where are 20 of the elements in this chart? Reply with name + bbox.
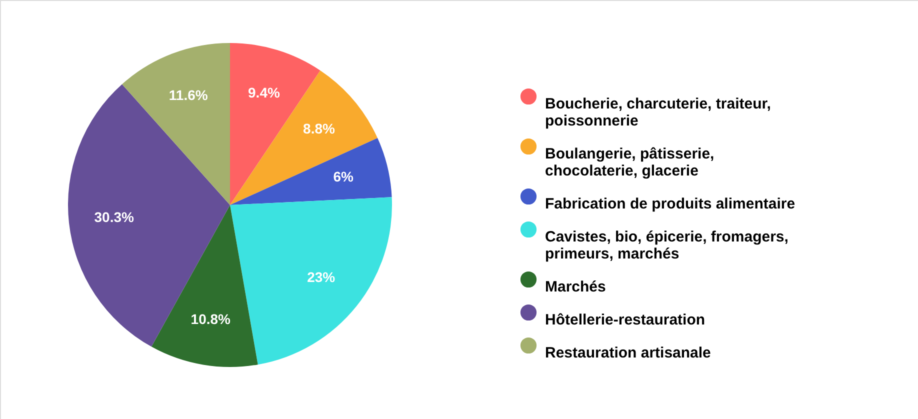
data-label: 11.6% <box>168 87 208 104</box>
legend-label: Boucherie, charcuterie, traiteur, poissonnerie <box>545 96 771 130</box>
data-label: 8.8% <box>303 120 336 137</box>
data-label: 10.8% <box>190 311 232 328</box>
data-label: 23% <box>307 268 336 285</box>
legend-label: Marchés <box>545 278 606 296</box>
data-label: 6% <box>333 168 354 185</box>
legend-label: Boulangerie, pâtisserie, chocolaterie, glacerie <box>545 146 714 180</box>
legend-label: Cavistes, bio, épicerie, fromagers, primeurs, marchés <box>545 228 788 262</box>
pie-slice <box>230 138 392 205</box>
pie-slice <box>230 70 378 205</box>
pie-slice <box>151 205 258 367</box>
pie-slice <box>230 197 392 365</box>
legend-label: Hôtellerie-restauration <box>545 312 706 328</box>
legend-label: Restauration artisanale <box>545 344 711 362</box>
data-label: 30.3% <box>94 208 134 225</box>
pie-slice <box>68 84 230 347</box>
pie-slice <box>122 43 230 205</box>
legend-label: Fabrication de produits alimentaire <box>545 196 796 212</box>
data-label: 9.4% <box>248 84 280 100</box>
